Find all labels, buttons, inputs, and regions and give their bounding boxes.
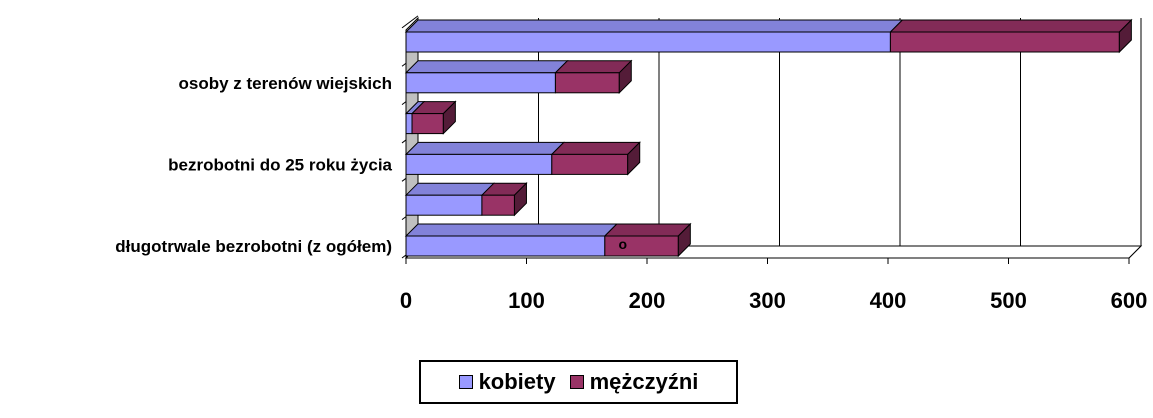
tick-label: 0 — [400, 288, 412, 313]
category-label: bezrobotni do 25 roku życia — [168, 155, 392, 174]
tick-label: 400 — [870, 288, 907, 313]
tick-label: 500 — [990, 288, 1027, 313]
bar-side — [677, 222, 691, 258]
tick-label: 100 — [508, 288, 545, 313]
legend-label-mezczyzni: mężczyźni — [589, 369, 699, 394]
tick-label: 600 — [1111, 288, 1148, 313]
bar-side — [618, 59, 632, 95]
bar-mezczyzni — [481, 194, 515, 216]
legend-item-kobiety: kobiety — [458, 369, 556, 395]
bar-top — [404, 141, 566, 155]
annotations: o — [618, 236, 627, 252]
category-labels: długotrwale bezrobotni (z ogółem) bezrobo… — [115, 74, 392, 256]
category-label: długotrwale bezrobotni (z ogółem) — [115, 237, 392, 256]
category-tick — [401, 15, 419, 29]
bar-mezczyzni — [554, 72, 620, 94]
x-axis-ticks: 0 100 200 300 400 500 600 — [400, 258, 1147, 313]
legend-swatch-kobiety — [458, 375, 473, 389]
left-wall — [405, 16, 419, 260]
bar-mezczyzni — [411, 113, 444, 135]
legend-label-kobiety: kobiety — [478, 369, 556, 394]
category-label: osoby z terenów wiejskich — [178, 74, 392, 93]
bar-side — [513, 181, 527, 217]
bar-kobiety — [405, 153, 553, 175]
bar-kobiety — [405, 72, 556, 94]
tick-label: 200 — [629, 288, 666, 313]
bar-top — [404, 19, 904, 33]
bar-top — [554, 60, 633, 74]
bar-side — [1118, 18, 1132, 54]
annotation: o — [618, 236, 627, 252]
bar-top — [404, 60, 569, 74]
bar-kobiety — [405, 235, 606, 257]
bar-top — [603, 223, 692, 237]
bars — [404, 18, 1133, 258]
chart-walls — [404, 16, 1143, 260]
legend: kobiety mężczyźni — [419, 360, 738, 404]
bar-kobiety — [405, 113, 413, 135]
bar-top — [404, 182, 496, 196]
bar-top — [404, 223, 619, 237]
bar-top — [550, 141, 641, 155]
bar-mezczyzni — [551, 153, 629, 175]
tick-label: 300 — [749, 288, 786, 313]
legend-swatch-mezczyzni — [569, 375, 584, 389]
bar-mezczyzni — [604, 235, 679, 257]
bar-mezczyzni — [889, 31, 1120, 53]
bar-kobiety — [405, 31, 891, 53]
bar-kobiety — [405, 194, 483, 216]
bar-side — [627, 141, 641, 176]
bar-side — [442, 100, 456, 135]
legend-item-mezczyzni: mężczyźni — [569, 369, 699, 395]
bar-top — [889, 19, 1133, 33]
